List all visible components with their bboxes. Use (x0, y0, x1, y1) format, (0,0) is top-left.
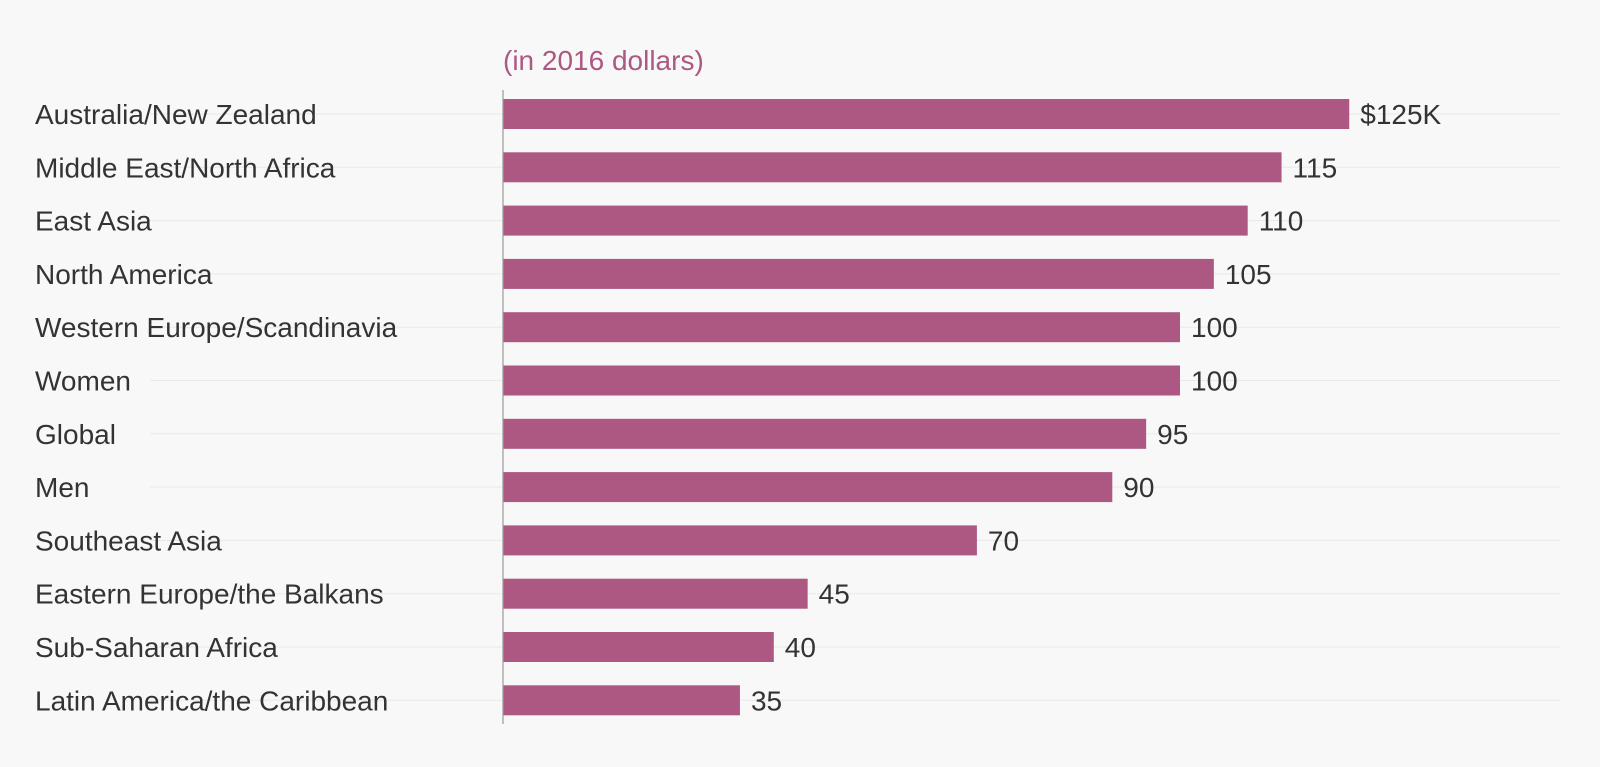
bar (503, 258, 1214, 289)
bar (503, 99, 1350, 129)
category-label: Global (35, 419, 116, 450)
bar (503, 418, 1147, 449)
gridlines (150, 113, 1560, 701)
category-label: Women (35, 366, 131, 397)
value-label: 105 (1225, 259, 1272, 290)
bar (503, 152, 1282, 183)
bar (503, 632, 774, 662)
value-label: 70 (988, 525, 1019, 556)
bar (503, 205, 1248, 236)
value-label: 100 (1191, 366, 1238, 397)
category-label: Australia/New Zealand (35, 99, 317, 130)
category-label: Western Europe/Scandinavia (35, 312, 398, 343)
bar (503, 472, 1113, 503)
bar (503, 365, 1180, 396)
category-label: Latin America/the Caribbean (35, 685, 388, 716)
category-label: East Asia (35, 206, 152, 237)
value-label: 45 (819, 579, 850, 610)
value-label: 90 (1123, 472, 1154, 503)
value-label: 115 (1293, 152, 1338, 183)
bar (503, 578, 808, 609)
value-label: 95 (1157, 419, 1188, 450)
category-label: North America (35, 259, 213, 290)
category-label: Sub-Saharan Africa (35, 632, 278, 663)
bars (503, 99, 1350, 716)
value-label: $125K (1360, 99, 1441, 130)
category-label: Men (35, 472, 89, 503)
value-label: 35 (751, 685, 782, 716)
value-label: 40 (785, 632, 816, 663)
category-labels: Australia/New Zealand Middle East/North A… (35, 99, 398, 716)
bar (503, 525, 977, 556)
category-label: Eastern Europe/the Balkans (35, 579, 384, 610)
chart-subtitle: (in 2016 dollars) (503, 45, 704, 76)
category-label: Southeast Asia (35, 525, 222, 556)
bar (503, 312, 1180, 343)
value-label: 100 (1191, 312, 1238, 343)
value-label: 110 (1259, 206, 1304, 237)
bar (503, 685, 740, 716)
category-label: Middle East/North Africa (35, 152, 336, 183)
